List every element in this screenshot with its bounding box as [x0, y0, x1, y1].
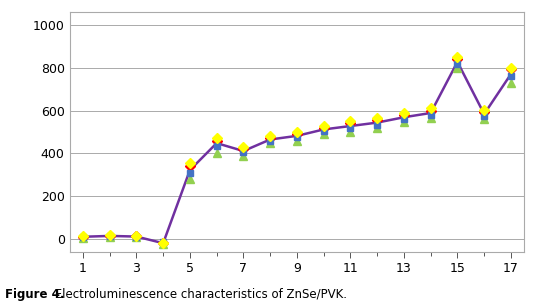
Text: Electroluminescence characteristics of ZnSe/PVK.: Electroluminescence characteristics of Z…	[51, 288, 347, 301]
Text: Figure 4.: Figure 4.	[5, 288, 65, 301]
